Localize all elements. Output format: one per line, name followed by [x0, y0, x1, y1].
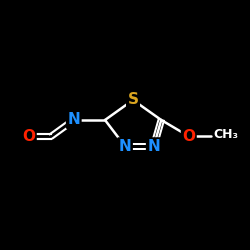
Text: N: N [68, 112, 80, 128]
Text: N: N [148, 139, 160, 154]
Text: CH₃: CH₃ [214, 128, 239, 141]
Text: O: O [22, 129, 35, 144]
Text: O: O [182, 129, 195, 144]
Text: S: S [128, 92, 138, 108]
Text: N: N [119, 139, 132, 154]
